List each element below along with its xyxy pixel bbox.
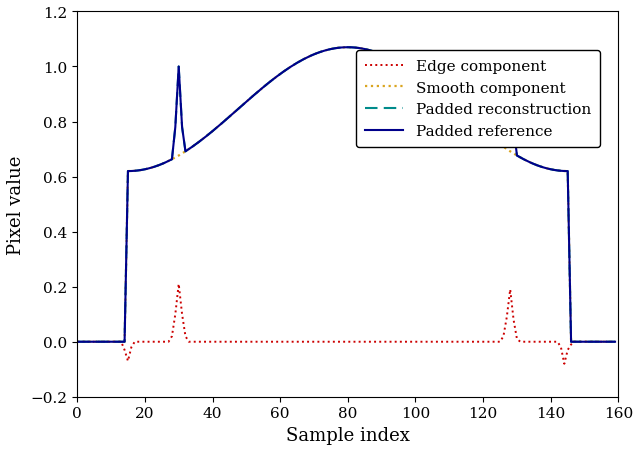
Smooth component xyxy=(425,83,433,88)
Padded reconstruction xyxy=(344,46,351,51)
Edge component xyxy=(229,339,237,345)
X-axis label: Sample index: Sample index xyxy=(286,426,410,444)
Edge component xyxy=(185,339,193,345)
Padded reference xyxy=(225,115,233,120)
Line: Smooth component: Smooth component xyxy=(77,48,615,342)
Smooth component xyxy=(374,51,382,56)
Smooth component xyxy=(182,149,189,155)
Padded reference xyxy=(374,51,382,56)
Padded reconstruction xyxy=(225,115,233,120)
Padded reconstruction xyxy=(74,339,81,345)
Edge component xyxy=(425,339,433,345)
Padded reconstruction xyxy=(374,51,382,56)
Padded reconstruction xyxy=(588,339,595,345)
Edge component xyxy=(175,281,182,287)
Padded reconstruction xyxy=(425,83,433,88)
Padded reference xyxy=(182,149,189,155)
Smooth component xyxy=(611,339,619,345)
Y-axis label: Pixel value: Pixel value xyxy=(7,155,25,254)
Padded reference xyxy=(425,83,433,88)
Edge component xyxy=(74,339,81,345)
Padded reconstruction xyxy=(516,156,524,161)
Smooth component xyxy=(344,46,351,51)
Smooth component xyxy=(588,339,595,345)
Padded reference xyxy=(516,156,524,161)
Padded reconstruction xyxy=(182,149,189,155)
Smooth component xyxy=(74,339,81,345)
Smooth component xyxy=(225,115,233,120)
Padded reference xyxy=(344,46,351,51)
Padded reference xyxy=(588,339,595,345)
Line: Edge component: Edge component xyxy=(77,284,615,364)
Edge component xyxy=(374,339,382,345)
Padded reference xyxy=(611,339,619,345)
Padded reconstruction xyxy=(611,339,619,345)
Line: Padded reference: Padded reference xyxy=(77,48,615,342)
Legend: Edge component, Smooth component, Padded reconstruction, Padded reference: Edge component, Smooth component, Padded… xyxy=(356,51,600,148)
Edge component xyxy=(561,361,568,367)
Padded reference xyxy=(74,339,81,345)
Edge component xyxy=(591,339,598,345)
Line: Padded reconstruction: Padded reconstruction xyxy=(77,48,615,342)
Edge component xyxy=(611,339,619,345)
Edge component xyxy=(516,339,524,345)
Smooth component xyxy=(516,156,524,161)
